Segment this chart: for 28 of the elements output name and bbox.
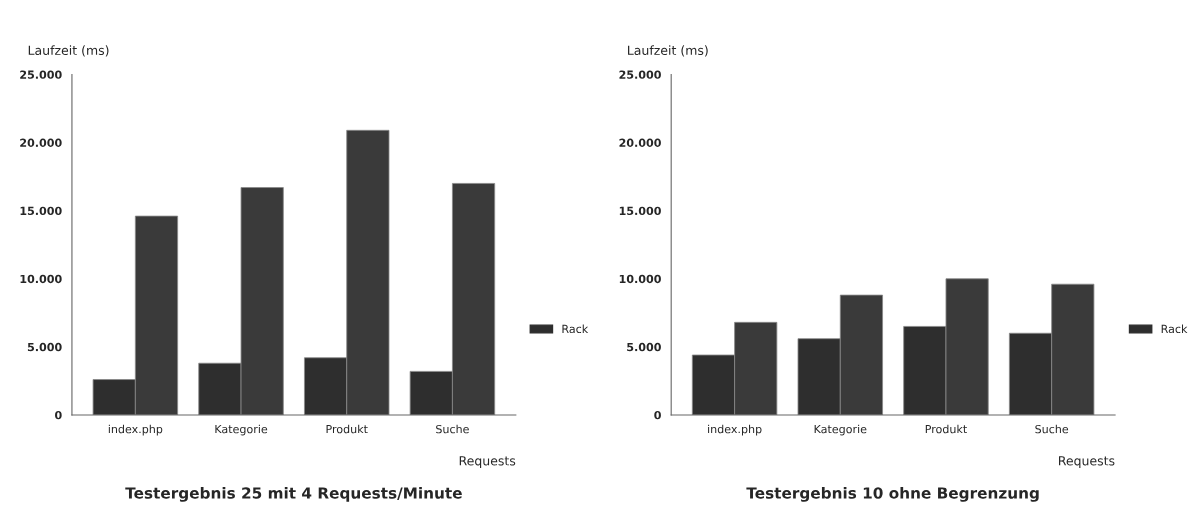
x-tick-label: Produkt <box>925 424 967 434</box>
x-tick-label: index.php <box>708 424 762 436</box>
y-axis-title: Laufzeit (ms) <box>28 45 109 57</box>
text: Testergebnis 25 mit 4 Requests/Minute <box>125 486 462 502</box>
y-tick-label: 20.000 <box>20 138 62 147</box>
x-axis-title: Requests <box>459 456 516 468</box>
x-tick-label: Produkt <box>326 424 368 434</box>
x-tick-label: Kategorie <box>215 424 268 436</box>
y-tick-label: 20.000 <box>619 138 661 147</box>
y-tick-label: 10.000 <box>20 274 62 284</box>
text: Testergebnis 10 ohne Begrenzung <box>746 486 1039 502</box>
y-tick-label: 15.000 <box>619 206 661 216</box>
y-tick-label: 25.000 <box>619 70 661 79</box>
y-axis-title: Laufzeit (ms) <box>628 45 708 57</box>
x-tick-label: index.php <box>108 424 163 436</box>
y-tick-label: 5.000 <box>27 342 62 352</box>
y-tick-label: 5.000 <box>627 342 661 352</box>
y-tick-label: 10.000 <box>619 274 661 284</box>
y-tick-label: 25.000 <box>20 70 62 79</box>
y-tick-label: 0 <box>654 410 661 420</box>
x-axis-title: Requests <box>1059 456 1115 468</box>
x-tick-label: Kategorie <box>814 424 867 436</box>
y-tick-label: 15.000 <box>20 206 62 216</box>
legend-label: Rack <box>1161 324 1188 334</box>
x-tick-label: Suche <box>1035 424 1069 434</box>
y-tick-label: 0 <box>55 410 62 420</box>
x-tick-label: Suche <box>436 424 469 434</box>
legend-label: Rack <box>562 324 589 334</box>
